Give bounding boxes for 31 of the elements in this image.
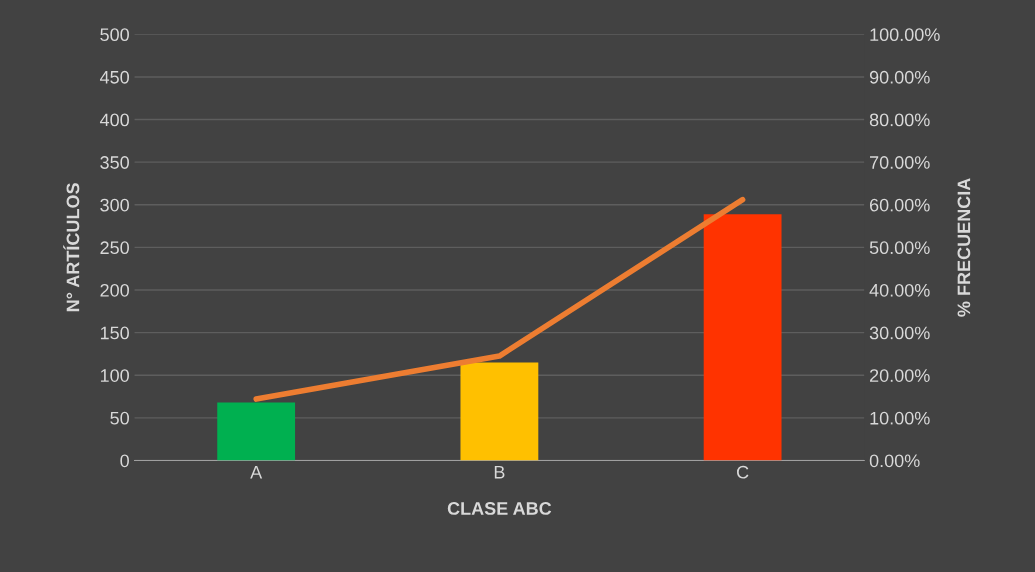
y2-axis-title: % FRECUENCIA — [957, 178, 971, 317]
x-axis-title: CLASE ABC — [447, 502, 552, 515]
y2-tick-label: 60.00% — [870, 198, 930, 212]
x-tick-label: B — [494, 465, 505, 479]
x-tick-label: C — [737, 465, 749, 479]
y-tick-label: 150 — [100, 326, 129, 340]
y2-tick-label: 10.00% — [870, 411, 930, 425]
bar — [217, 402, 296, 461]
y2-tick-label: 80.00% — [869, 113, 930, 127]
y-tick-label: 500 — [100, 28, 129, 42]
y-tick-label: 50 — [110, 411, 129, 425]
y2-tick-label: 100.00% — [870, 28, 940, 42]
x-tick-label: A — [250, 465, 263, 479]
y2-tick-label: 70.00% — [870, 156, 930, 169]
y-tick-label: 100 — [100, 369, 129, 382]
bar — [460, 362, 539, 461]
y-axis-title: N° ARTÍCULOS — [63, 183, 80, 312]
y-tick-label: 0 — [120, 454, 129, 468]
y2-tick-label: 40.00% — [869, 283, 930, 297]
y-tick-label: 250 — [100, 241, 129, 255]
y-tick-label: 200 — [100, 283, 129, 297]
y2-tick-label: 20.00% — [869, 369, 930, 382]
y2-tick-label: 0.00% — [869, 454, 920, 468]
y2-tick-label: 50.00% — [869, 241, 930, 255]
y-tick-label: 300 — [100, 198, 129, 212]
y-tick-label: 350 — [100, 156, 129, 169]
y2-tick-label: 90.00% — [869, 70, 930, 84]
y-tick-label: 450 — [99, 70, 129, 84]
y-tick-label: 400 — [99, 113, 129, 127]
bar — [703, 214, 782, 461]
y2-tick-label: 30.00% — [869, 326, 930, 340]
